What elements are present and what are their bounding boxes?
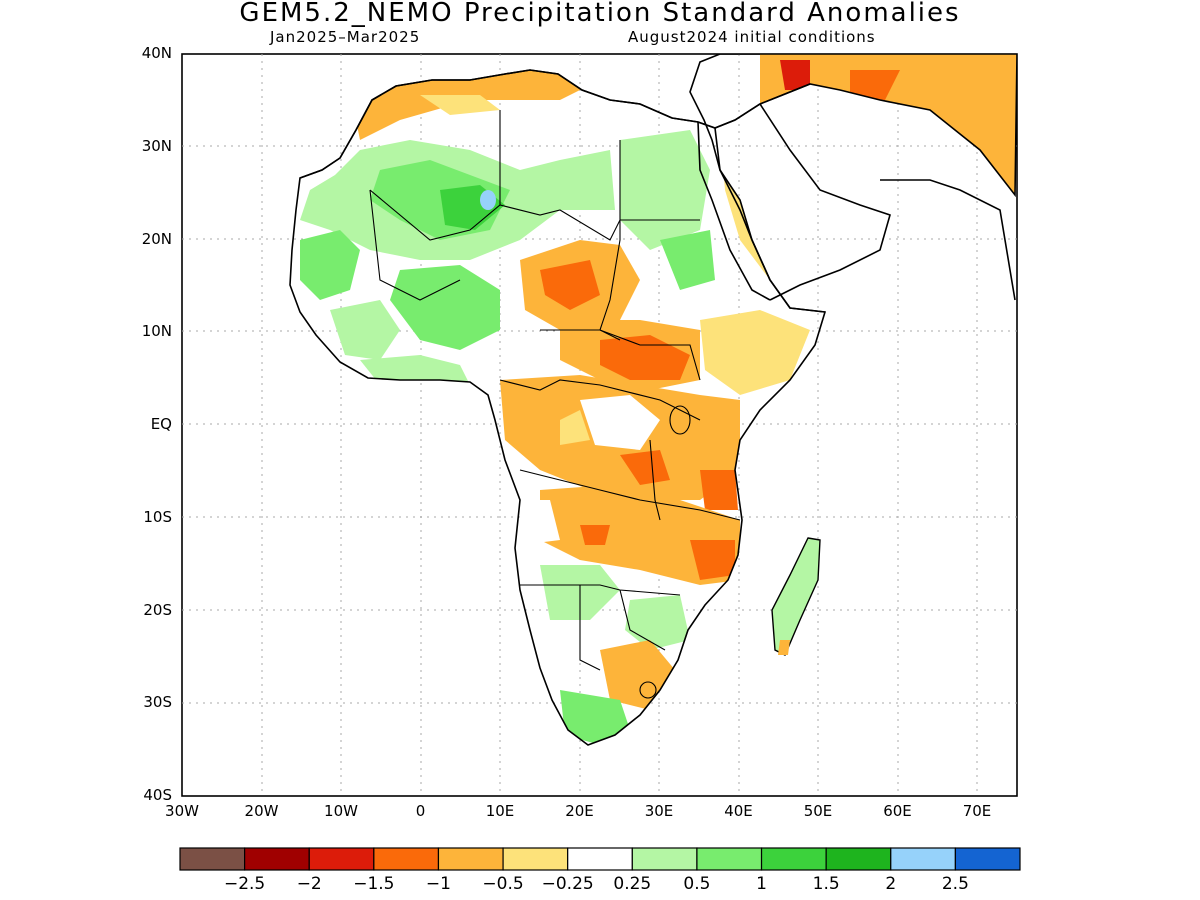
colorbar-label: 1	[756, 874, 767, 894]
colorbar-swatch	[825, 847, 892, 871]
colorbar-label: −1.5	[353, 874, 394, 894]
colorbar-swatch	[308, 847, 375, 871]
lat-label: 20N	[141, 229, 172, 248]
colorbar-label: −2.5	[224, 874, 265, 894]
colorbar-swatch	[954, 847, 1021, 871]
lon-label: 30W	[165, 802, 199, 820]
country-borders	[369, 110, 741, 699]
lon-label: 20E	[565, 802, 594, 820]
colorbar-label: 0.25	[613, 874, 651, 894]
lat-label: 40N	[141, 44, 172, 62]
lat-label: 10S	[143, 507, 172, 526]
lat-label: 30S	[143, 693, 172, 712]
colorbar-swatch	[437, 847, 504, 871]
colorbar-swatch	[179, 847, 246, 871]
colorbar-label: −1	[426, 874, 451, 894]
colorbar-swatch	[567, 847, 633, 871]
lon-label: 60E	[883, 802, 912, 820]
lat-label: 30N	[141, 136, 172, 155]
colorbar-swatch	[760, 847, 827, 871]
lon-label: 10W	[324, 802, 358, 820]
coastlines	[289, 54, 1017, 746]
initial-conditions-subtitle: August2024 initial conditions	[628, 28, 876, 46]
map-title: GEM5.2_NEMO Precipitation Standard Anoma…	[239, 0, 961, 28]
colorbar-label: 2.5	[942, 874, 969, 894]
colorbar-swatch	[502, 847, 569, 871]
colorbar-label: −0.25	[542, 874, 594, 894]
lon-label: 70E	[962, 802, 992, 820]
lat-label: 20S	[143, 600, 172, 619]
colorbar-swatch	[890, 847, 956, 871]
lat-label: 40S	[143, 786, 172, 804]
colorbar-label: 2	[885, 874, 896, 894]
colorbar-swatch	[244, 847, 310, 871]
lat-label: EQ	[150, 415, 172, 433]
lon-label: 20W	[244, 802, 279, 820]
region-south-africa	[560, 690, 630, 745]
region-zambia	[540, 485, 740, 585]
colorbar-label: −0.5	[482, 874, 523, 894]
lon-label: 0	[415, 802, 426, 820]
colorbar-swatch	[373, 847, 440, 871]
lon-label: 30E	[644, 802, 674, 820]
lon-label: 10E	[485, 802, 515, 820]
season-subtitle: Jan2025–Mar2025	[270, 28, 421, 46]
colorbar-swatch	[696, 847, 763, 871]
lat-label: 10N	[141, 322, 172, 341]
colorbar-label: −2	[297, 874, 322, 894]
colorbar-label: 1.5	[813, 874, 840, 894]
colorbar-label: 0.5	[683, 874, 710, 894]
lon-label: 50E	[803, 802, 833, 820]
colorbar-swatch	[631, 847, 698, 871]
lon-label: 40E	[724, 802, 753, 820]
